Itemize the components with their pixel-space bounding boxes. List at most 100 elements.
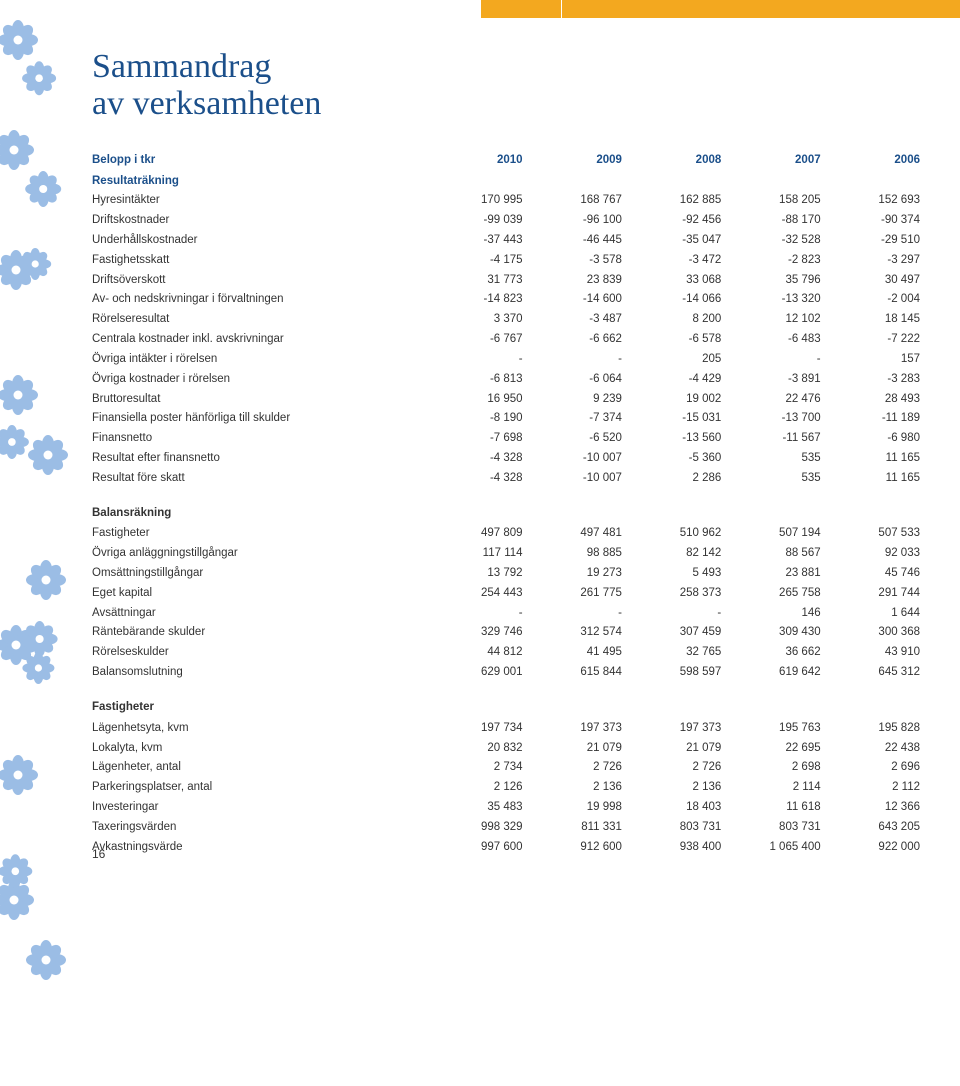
row-label: Finansiella poster hänförliga till skuld…: [92, 409, 423, 429]
row-value: 300 368: [821, 623, 920, 643]
row-value: 157: [821, 350, 920, 370]
row-value: 535: [721, 469, 820, 489]
header-label: Belopp i tkr: [92, 151, 423, 171]
section-title-row: Resultaträkning: [92, 171, 920, 192]
row-value: 254 443: [423, 584, 522, 604]
row-value: 11 165: [821, 469, 920, 489]
row-value: -7 698: [423, 429, 522, 449]
row-value: 12 102: [721, 310, 820, 330]
row-value: 33 068: [622, 271, 721, 291]
row-value: 261 775: [523, 584, 622, 604]
row-value: 197 734: [423, 719, 522, 739]
row-value: 45 746: [821, 564, 920, 584]
row-value: 19 273: [523, 564, 622, 584]
row-value: 2 126: [423, 778, 522, 798]
row-value: 3 370: [423, 310, 522, 330]
row-label: Parkeringsplatser, antal: [92, 778, 423, 798]
row-value: -5 360: [622, 449, 721, 469]
table-row: Omsättningstillgångar13 79219 2735 49323…: [92, 564, 920, 584]
row-value: -3 283: [821, 370, 920, 390]
row-value: 22 438: [821, 739, 920, 759]
row-value: -11 567: [721, 429, 820, 449]
row-value: 497 809: [423, 524, 522, 544]
table-row: Fastighetsskatt-4 175-3 578-3 472-2 823-…: [92, 251, 920, 271]
row-value: 98 885: [523, 544, 622, 564]
row-value: -3 297: [821, 251, 920, 271]
row-value: -15 031: [622, 409, 721, 429]
row-value: 18 403: [622, 798, 721, 818]
row-value: -92 456: [622, 211, 721, 231]
row-value: 309 430: [721, 623, 820, 643]
row-value: 19 002: [622, 390, 721, 410]
row-value: 20 832: [423, 739, 522, 759]
row-value: -14 600: [523, 290, 622, 310]
row-value: -6 578: [622, 330, 721, 350]
row-value: 258 373: [622, 584, 721, 604]
table-row: Investeringar35 48319 99818 40311 61812 …: [92, 798, 920, 818]
row-label: Hyresintäkter: [92, 191, 423, 211]
table-row: Övriga anläggningstillgångar117 11498 88…: [92, 544, 920, 564]
row-value: 23 839: [523, 271, 622, 291]
row-label: Rörelseresultat: [92, 310, 423, 330]
row-value: 2 726: [622, 758, 721, 778]
section-title: Fastigheter: [92, 683, 920, 719]
year-col-3: 2007: [721, 151, 820, 171]
table-row: Finansnetto-7 698-6 520-13 560-11 567-6 …: [92, 429, 920, 449]
row-label: Balansomslutning: [92, 663, 423, 683]
row-label: Avsättningar: [92, 604, 423, 624]
row-label: Driftsöverskott: [92, 271, 423, 291]
row-label: Övriga anläggningstillgångar: [92, 544, 423, 564]
financial-summary-table: Belopp i tkr 2010 2009 2008 2007 2006 Re…: [92, 151, 920, 858]
table-row: Rörelseresultat3 370-3 4878 20012 10218 …: [92, 310, 920, 330]
row-value: 162 885: [622, 191, 721, 211]
row-value: 8 200: [622, 310, 721, 330]
row-value: 507 533: [821, 524, 920, 544]
row-value: -14 066: [622, 290, 721, 310]
row-value: 205: [622, 350, 721, 370]
table-row: Underhållskostnader-37 443-46 445-35 047…: [92, 231, 920, 251]
row-value: 619 642: [721, 663, 820, 683]
row-value: -8 190: [423, 409, 522, 429]
table-row: Taxeringsvärden998 329811 331803 731803 …: [92, 818, 920, 838]
row-value: -6 483: [721, 330, 820, 350]
row-value: -4 175: [423, 251, 522, 271]
row-value: 645 312: [821, 663, 920, 683]
row-value: -11 189: [821, 409, 920, 429]
row-label: Resultat före skatt: [92, 469, 423, 489]
row-value: 598 597: [622, 663, 721, 683]
row-value: -10 007: [523, 469, 622, 489]
row-value: 152 693: [821, 191, 920, 211]
row-label: Resultat efter finansnetto: [92, 449, 423, 469]
row-value: 803 731: [622, 818, 721, 838]
row-value: 158 205: [721, 191, 820, 211]
table-row: Resultat före skatt-4 328-10 0072 286535…: [92, 469, 920, 489]
row-value: 922 000: [821, 838, 920, 858]
row-value: 2 136: [523, 778, 622, 798]
row-value: 28 493: [821, 390, 920, 410]
table-header-row: Belopp i tkr 2010 2009 2008 2007 2006: [92, 151, 920, 171]
section-title: Resultaträkning: [92, 171, 920, 192]
table-row: Avkastningsvärde997 600912 600938 4001 0…: [92, 838, 920, 858]
row-value: 997 600: [423, 838, 522, 858]
row-label: Avkastningsvärde: [92, 838, 423, 858]
row-value: 535: [721, 449, 820, 469]
row-value: 5 493: [622, 564, 721, 584]
row-value: -90 374: [821, 211, 920, 231]
row-value: 291 744: [821, 584, 920, 604]
row-value: -96 100: [523, 211, 622, 231]
row-value: -3 578: [523, 251, 622, 271]
row-label: Centrala kostnader inkl. avskrivningar: [92, 330, 423, 350]
row-value: -6 767: [423, 330, 522, 350]
row-value: -: [423, 350, 522, 370]
row-value: 2 286: [622, 469, 721, 489]
year-col-4: 2006: [821, 151, 920, 171]
row-value: 44 812: [423, 643, 522, 663]
row-value: -14 823: [423, 290, 522, 310]
row-value: 2 136: [622, 778, 721, 798]
row-label: Investeringar: [92, 798, 423, 818]
row-value: 43 910: [821, 643, 920, 663]
row-value: 2 112: [821, 778, 920, 798]
row-value: 1 065 400: [721, 838, 820, 858]
row-value: -6 064: [523, 370, 622, 390]
row-value: 329 746: [423, 623, 522, 643]
